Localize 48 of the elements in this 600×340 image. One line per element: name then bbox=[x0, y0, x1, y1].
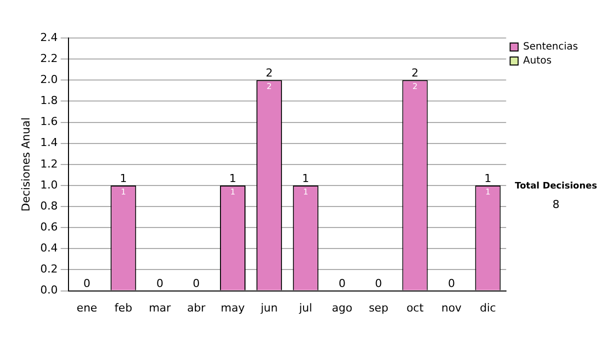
x-tick-label: feb bbox=[114, 301, 132, 314]
x-tick-label: sep bbox=[368, 301, 388, 314]
total-label: 0 bbox=[156, 277, 164, 290]
text: Total Decisiones bbox=[514, 181, 598, 192]
x-tick-label: jul bbox=[298, 301, 312, 314]
x-tick-label: may bbox=[220, 301, 246, 314]
total-label: 2 bbox=[412, 66, 419, 80]
y-tick-label: 0.8 bbox=[40, 199, 58, 212]
y-tick-label: 1.8 bbox=[40, 94, 58, 108]
total-label: 0 bbox=[375, 277, 382, 290]
y-tick-label: 1.4 bbox=[40, 136, 58, 150]
y-tick-label: 2.2 bbox=[40, 52, 58, 65]
y-tick-label: 2.4 bbox=[40, 30, 58, 44]
y-tick-label: 0.2 bbox=[40, 262, 58, 276]
y-tick-label: 2.0 bbox=[40, 72, 58, 86]
y-tick-label: 0.6 bbox=[40, 220, 58, 234]
total-label: 1 bbox=[229, 172, 236, 185]
x-tick-label: abr bbox=[187, 301, 206, 314]
y-tick-label: 0.0 bbox=[40, 284, 58, 297]
total-label: 0 bbox=[338, 277, 346, 290]
data-label: 1 bbox=[485, 188, 490, 197]
total-label: 1 bbox=[484, 172, 492, 185]
legend-label: Autos bbox=[523, 56, 552, 67]
x-tick-label: dic bbox=[480, 301, 496, 314]
y-tick-label: 1.0 bbox=[40, 178, 58, 192]
data-label: 2 bbox=[266, 82, 272, 92]
x-tick-label: nov bbox=[441, 301, 462, 314]
x-tick-label: ago bbox=[332, 301, 353, 314]
data-label: 1 bbox=[230, 188, 236, 197]
total-label: 1 bbox=[120, 172, 127, 185]
x-tick-label: ene bbox=[76, 301, 98, 314]
total-label: 0 bbox=[83, 277, 90, 290]
legend-label: Sentencias bbox=[523, 42, 578, 53]
data-label: 1 bbox=[303, 188, 308, 197]
y-tick-label: 1.6 bbox=[40, 115, 58, 128]
text: 8 bbox=[552, 198, 560, 211]
y-axis-title: Decisiones Anual bbox=[19, 117, 32, 212]
x-tick-label: mar bbox=[148, 301, 172, 314]
y-tick-label: 1.2 bbox=[40, 157, 58, 170]
data-label: 1 bbox=[120, 188, 126, 197]
y-tick-label: 0.4 bbox=[40, 242, 58, 255]
total-label: 0 bbox=[448, 277, 455, 290]
x-tick-label: jun bbox=[260, 301, 278, 314]
x-tick-label: oct bbox=[406, 301, 424, 314]
total-label: 2 bbox=[266, 66, 273, 80]
total-label: 1 bbox=[302, 172, 310, 185]
total-label: 0 bbox=[192, 277, 200, 290]
data-label: 2 bbox=[412, 82, 418, 92]
